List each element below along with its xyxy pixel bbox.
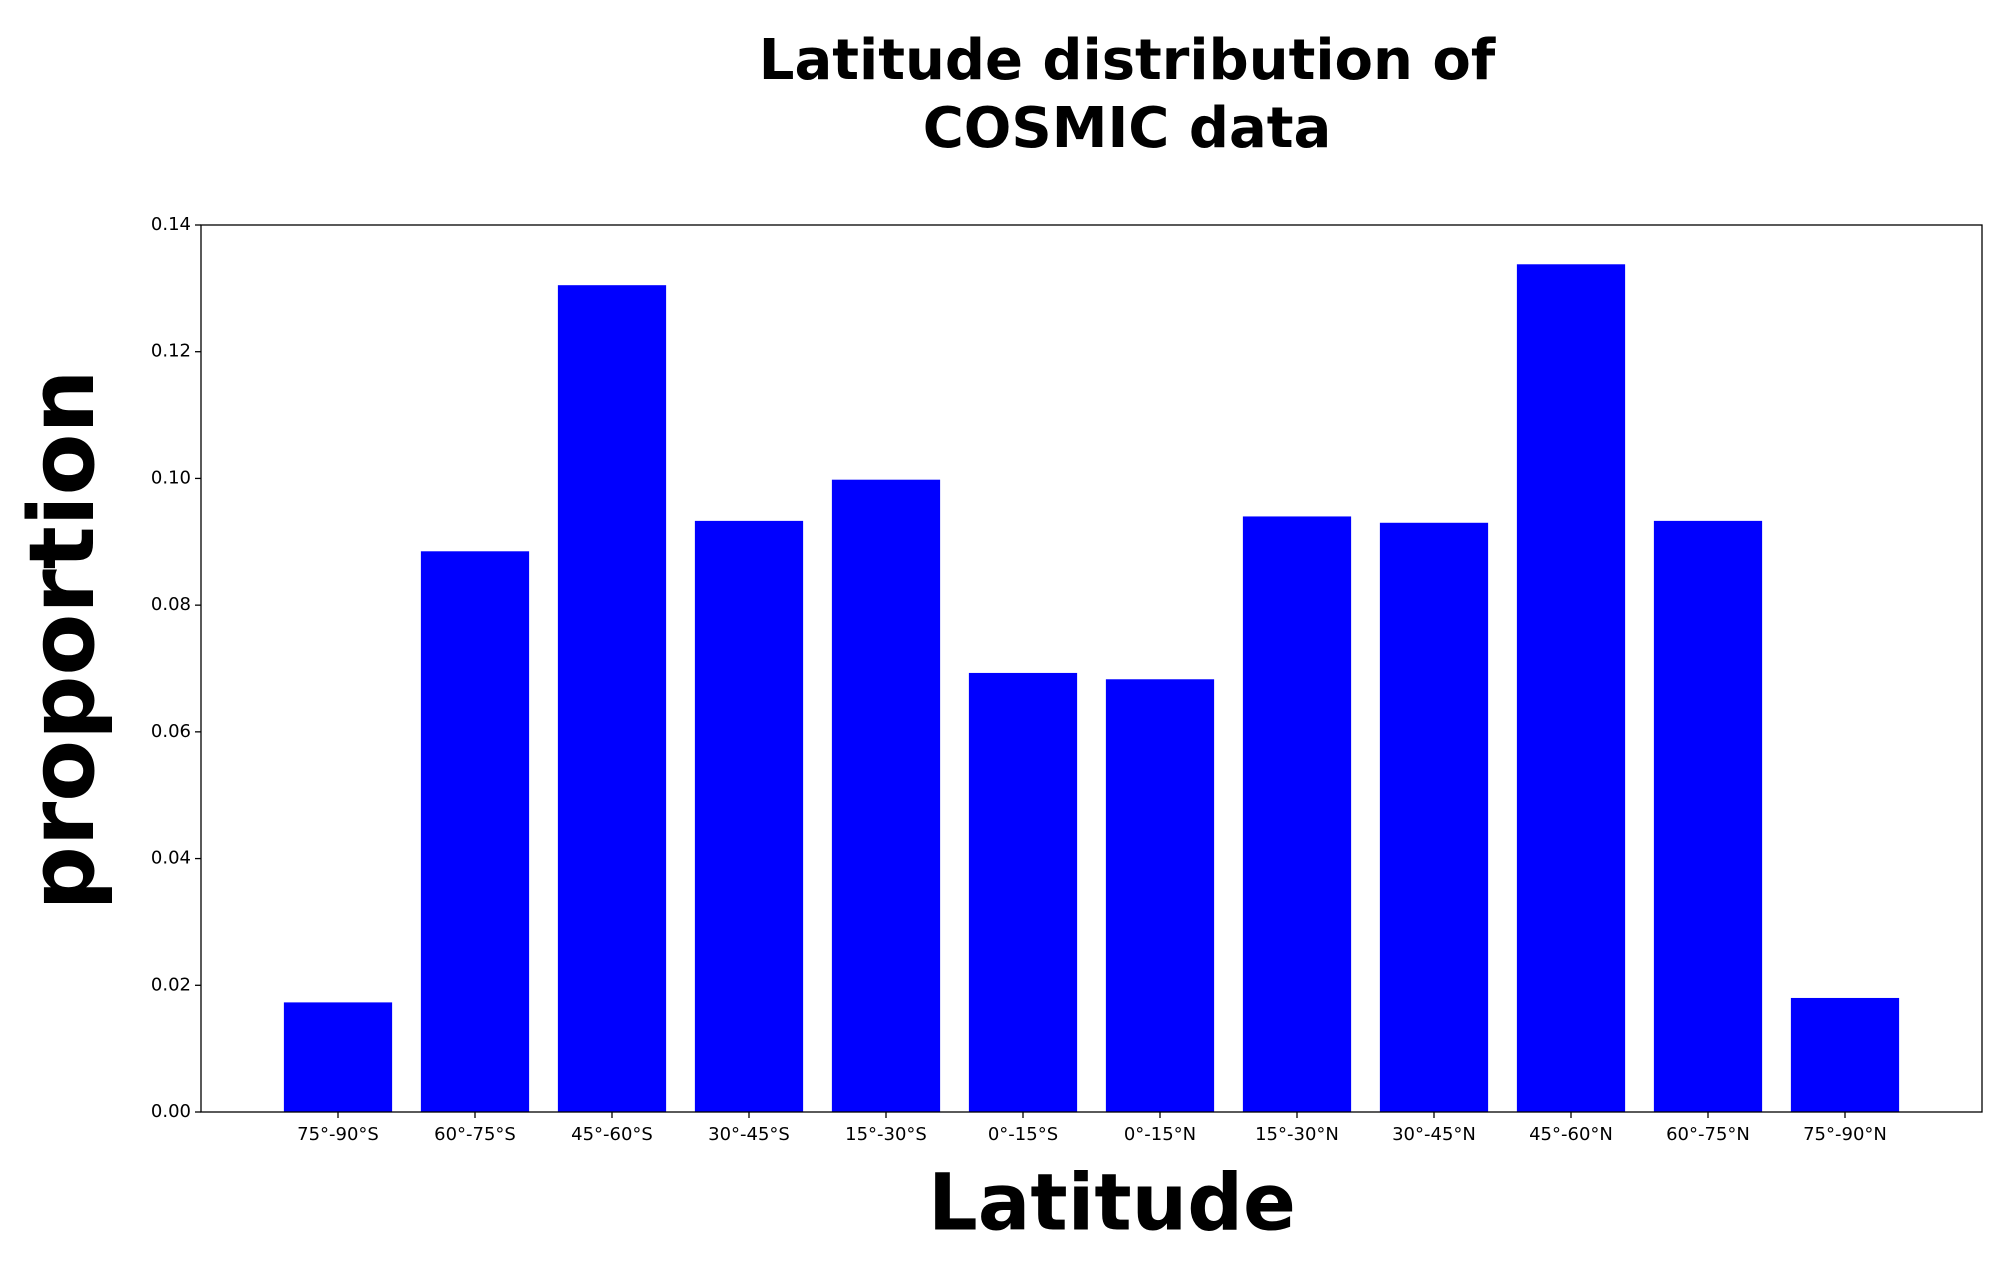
y-tick-label: 0.08 (151, 594, 191, 615)
y-tick-label: 0.04 (151, 848, 191, 869)
x-tick-label: 15°-30°N (1255, 1124, 1339, 1145)
x-tick-label: 60°-75°N (1666, 1124, 1750, 1145)
y-tick-label: 0.14 (151, 214, 191, 235)
bar (1653, 520, 1763, 1112)
bar (831, 479, 941, 1113)
bar (694, 520, 804, 1112)
y-tick-label: 0.10 (151, 467, 191, 488)
x-axis-label: Latitude (928, 1158, 1296, 1248)
x-tick-label: 0°-15°S (988, 1124, 1058, 1145)
y-tick-label: 0.06 (151, 721, 191, 742)
bar (557, 285, 667, 1112)
x-tick-label: 75°-90°S (297, 1124, 379, 1145)
bar (420, 551, 530, 1112)
plot-frame (200, 224, 1983, 1113)
bar (1105, 679, 1215, 1112)
y-tick-label: 0.02 (151, 974, 191, 995)
bar (1516, 264, 1626, 1112)
x-tick-label: 0°-15°N (1124, 1124, 1196, 1145)
bar (968, 672, 1078, 1112)
bar (283, 1002, 393, 1112)
x-tick-label: 45°-60°S (571, 1124, 653, 1145)
bar (1379, 522, 1489, 1112)
bar (1790, 997, 1900, 1112)
x-tick-label: 60°-75°S (434, 1124, 516, 1145)
x-tick-label: 75°-90°N (1803, 1124, 1887, 1145)
x-tick-label: 45°-60°N (1529, 1124, 1613, 1145)
x-tick-label: 15°-30°S (845, 1124, 927, 1145)
x-tick-label: 30°-45°S (708, 1124, 790, 1145)
bar (1242, 516, 1352, 1112)
y-tick-label: 0.12 (151, 341, 191, 362)
chart-title: Latitude distribution of COSMIC data (759, 28, 1496, 161)
y-axis-label: proportion (10, 369, 115, 910)
y-tick-label: 0.00 (151, 1101, 191, 1122)
x-tick-label: 30°-45°N (1392, 1124, 1476, 1145)
